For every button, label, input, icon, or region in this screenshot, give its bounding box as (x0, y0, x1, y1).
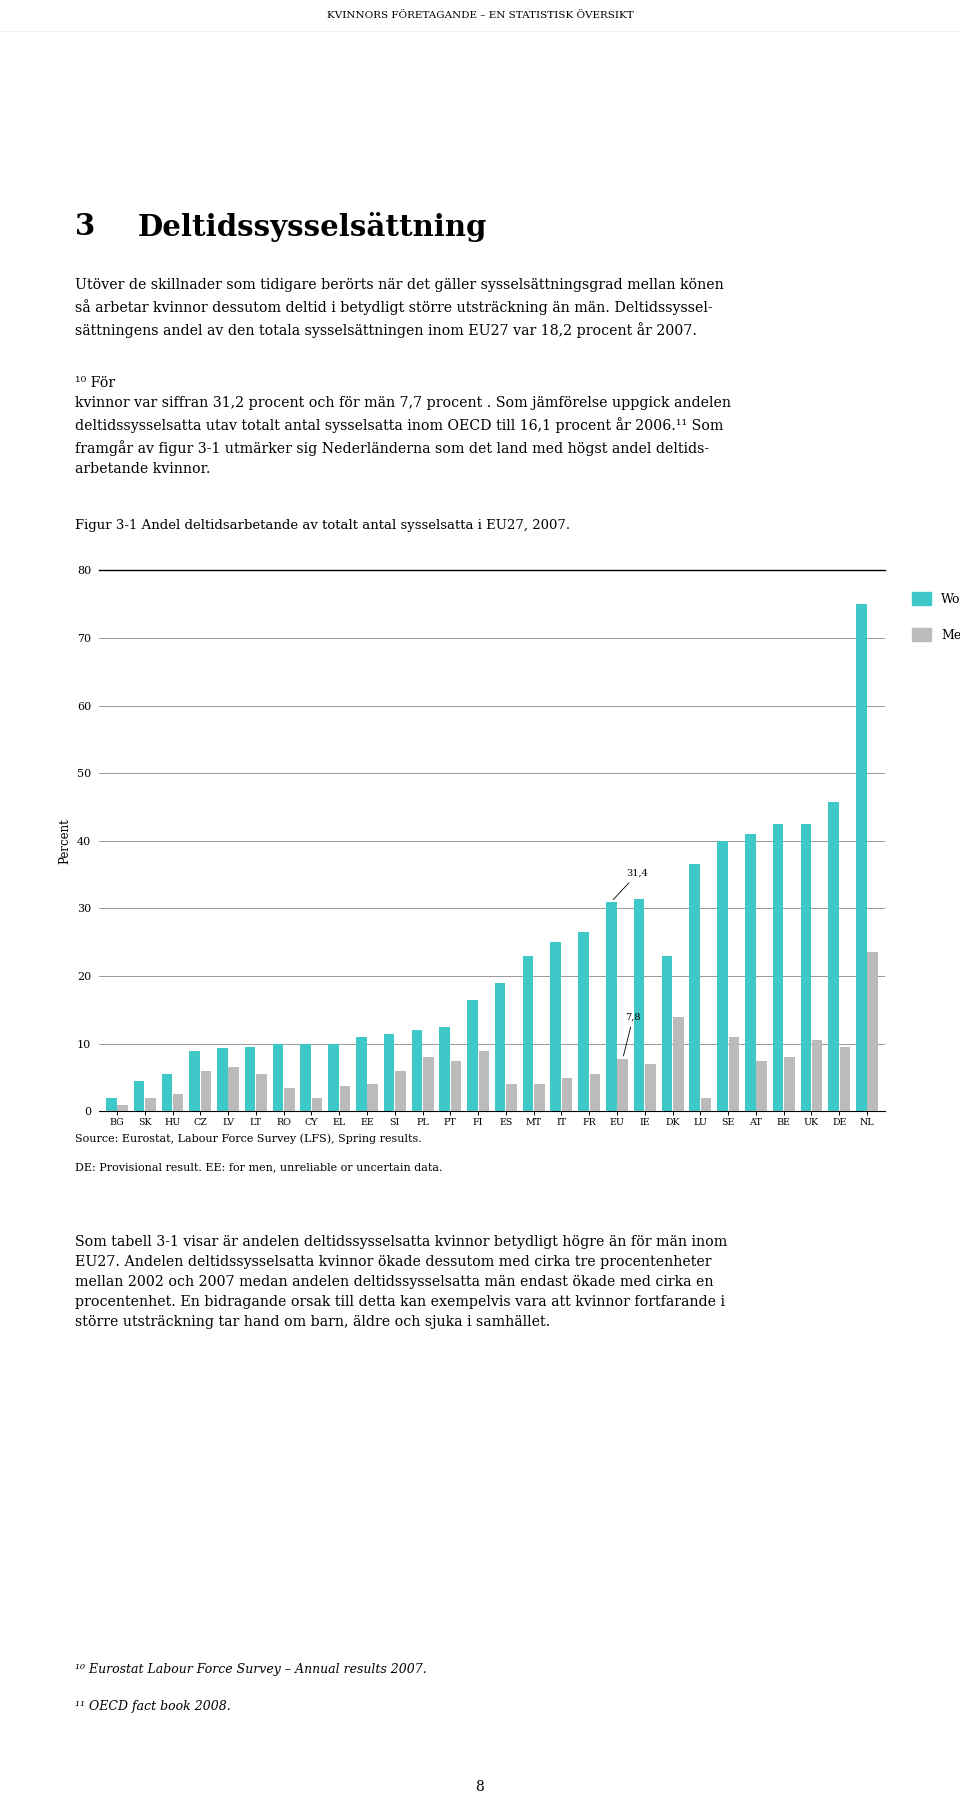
Bar (328, 1044, 339, 1111)
Bar (440, 1026, 450, 1111)
Bar (217, 1048, 228, 1111)
Bar (368, 1084, 378, 1111)
Bar (506, 1084, 516, 1111)
Bar (661, 955, 672, 1111)
Bar (550, 943, 561, 1111)
Bar (133, 1081, 144, 1111)
Text: Figur 3-1 Andel deltidsarbetande av totalt antal sysselsatta i EU27, 2007.: Figur 3-1 Andel deltidsarbetande av tota… (75, 519, 570, 532)
Text: Som tabell 3-1 visar är andelen deltidssysselsatta kvinnor betydligt högre än fö: Som tabell 3-1 visar är andelen deltidss… (75, 1235, 727, 1329)
Bar (717, 841, 728, 1111)
Legend: Women, Men: Women, Men (907, 587, 960, 646)
Bar (106, 1099, 116, 1111)
Bar (812, 1041, 823, 1111)
Bar (495, 982, 506, 1111)
Bar (522, 955, 533, 1111)
Bar (412, 1030, 422, 1111)
Text: ¹⁰ För
kvinnor var siffran 31,2 procent och för män 7,7 procent . Som jämförelse: ¹⁰ För kvinnor var siffran 31,2 procent … (75, 376, 731, 476)
Bar (689, 864, 700, 1111)
Bar (562, 1077, 572, 1111)
Bar (312, 1099, 323, 1111)
Bar (756, 1061, 767, 1111)
Bar (189, 1050, 200, 1111)
Bar (468, 1001, 478, 1111)
Bar (828, 801, 839, 1111)
Text: ¹⁰ Eurostat Labour Force Survey – Annual results 2007.: ¹⁰ Eurostat Labour Force Survey – Annual… (75, 1663, 426, 1676)
Bar (578, 932, 588, 1111)
Text: DE: Provisional result. EE: for men, unreliable or uncertain data.: DE: Provisional result. EE: for men, unr… (75, 1162, 443, 1173)
Bar (673, 1017, 684, 1111)
Bar (617, 1059, 628, 1111)
Bar (384, 1033, 395, 1111)
Bar (606, 903, 616, 1111)
Bar (423, 1057, 434, 1111)
Bar (396, 1071, 406, 1111)
Bar (773, 824, 783, 1111)
Bar (784, 1057, 795, 1111)
Bar (340, 1086, 350, 1111)
Bar (534, 1084, 544, 1111)
Text: Deltidssysselsättning: Deltidssysselsättning (137, 212, 487, 243)
Bar (117, 1104, 128, 1111)
Bar (589, 1075, 600, 1111)
Bar (840, 1048, 851, 1111)
Bar (729, 1037, 739, 1111)
Bar (201, 1071, 211, 1111)
Text: Utöver de skillnader som tidigare berörts när det gäller sysselsättningsgrad mel: Utöver de skillnader som tidigare berört… (75, 278, 724, 338)
Y-axis label: Percent: Percent (59, 817, 71, 864)
Bar (173, 1095, 183, 1111)
Bar (228, 1068, 239, 1111)
Text: 31,4: 31,4 (613, 870, 649, 899)
Bar (245, 1048, 255, 1111)
Text: 8: 8 (475, 1780, 485, 1794)
Bar (145, 1099, 156, 1111)
Text: ¹¹ OECD fact book 2008.: ¹¹ OECD fact book 2008. (75, 1700, 230, 1712)
Bar (634, 899, 644, 1111)
Bar (801, 824, 811, 1111)
Bar (300, 1044, 311, 1111)
Bar (745, 834, 756, 1111)
Bar (256, 1075, 267, 1111)
Bar (701, 1099, 711, 1111)
Bar (856, 605, 867, 1111)
Bar (478, 1050, 489, 1111)
Text: 3: 3 (75, 212, 95, 242)
Bar (284, 1088, 295, 1111)
Bar (273, 1044, 283, 1111)
Text: Source: Eurostat, Labour Force Survey (LFS), Spring results.: Source: Eurostat, Labour Force Survey (L… (75, 1133, 421, 1144)
Bar (868, 952, 878, 1111)
Bar (451, 1061, 462, 1111)
Text: 7,8: 7,8 (623, 1013, 641, 1055)
Bar (161, 1075, 172, 1111)
Bar (645, 1064, 656, 1111)
Bar (356, 1037, 367, 1111)
Text: KVINNORS FÖRETAGANDE – EN STATISTISK ÖVERSIKT: KVINNORS FÖRETAGANDE – EN STATISTISK ÖVE… (326, 11, 634, 20)
